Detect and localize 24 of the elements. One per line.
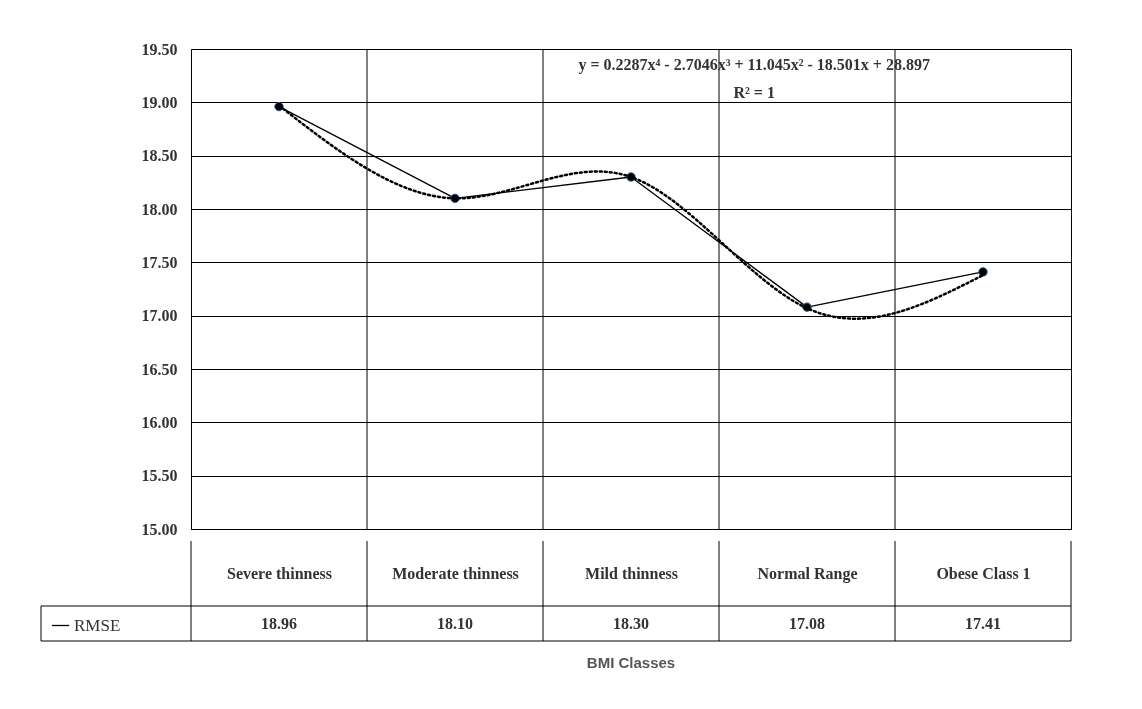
- y-tick-label: 15.50: [141, 467, 178, 485]
- y-tick-label: 17.50: [141, 253, 178, 271]
- x-tick-label: Obese Class 1: [936, 564, 1031, 582]
- y-tick-label: 16.00: [141, 413, 178, 431]
- y-tick-label: 15.00: [141, 520, 178, 538]
- text: 18.96: [261, 615, 297, 632]
- y-tick-label: 17.00: [141, 307, 178, 325]
- text: 18.10: [437, 615, 473, 632]
- y-tick-label: 19.50: [141, 40, 178, 58]
- x-tick-label: Severe thinness: [226, 564, 333, 582]
- y-tick-label: 16.50: [141, 360, 178, 378]
- x-tick-label: Mild thinness: [585, 564, 678, 582]
- x-tick-label: Normal Range: [757, 564, 858, 583]
- point: [978, 267, 988, 277]
- legend-label: RMSE: [74, 615, 121, 635]
- text: 17.08: [789, 615, 825, 632]
- annotation: R² = 1: [733, 84, 775, 101]
- y-tick-label: 18.50: [141, 147, 178, 165]
- x-tick-label: Moderate thinness: [392, 564, 519, 582]
- text: 17.41: [965, 615, 1001, 632]
- y-tick-label: 19.00: [141, 93, 178, 111]
- y-tick-label: 18.00: [141, 200, 178, 218]
- x-axis-title: BMI Classes: [586, 654, 676, 671]
- text: 18.30: [613, 615, 649, 632]
